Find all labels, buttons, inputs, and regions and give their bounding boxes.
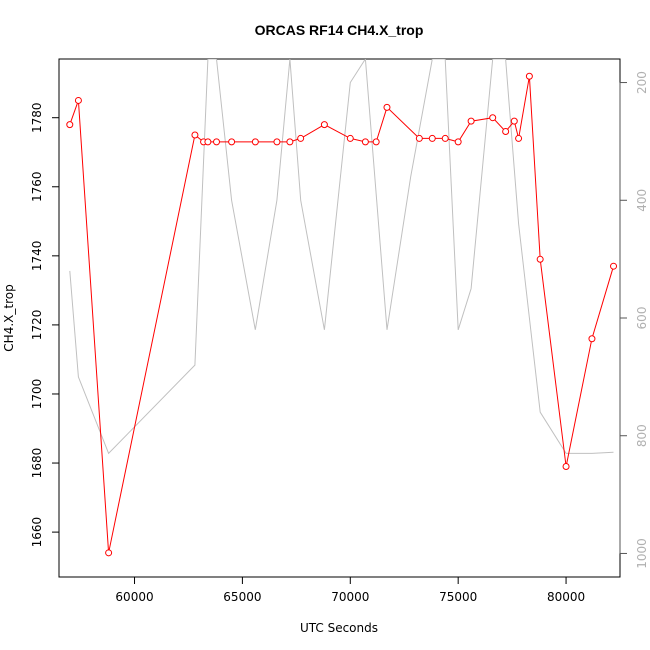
- data-point: [204, 138, 212, 146]
- data-point: [525, 72, 533, 80]
- data-point: [588, 335, 596, 343]
- data-point: [562, 462, 570, 470]
- x-tick-label: 60000: [115, 590, 153, 604]
- y2-tick-label: 1000: [635, 538, 649, 569]
- data-point: [66, 121, 74, 129]
- primary-series-group: [66, 72, 618, 557]
- chart-title: ORCAS RF14 CH4.X_trop: [255, 22, 424, 38]
- data-point: [361, 138, 369, 146]
- y-tick-label: 1700: [30, 379, 44, 410]
- y2-tick-label: 800: [635, 424, 649, 447]
- x-tick-label: 70000: [331, 590, 369, 604]
- data-point: [228, 138, 236, 146]
- data-point: [610, 262, 618, 270]
- data-point: [415, 134, 423, 142]
- data-point: [74, 96, 82, 104]
- secondary-series-line: [69, 59, 614, 455]
- data-point: [510, 117, 518, 125]
- y-tick-label: 1780: [30, 102, 44, 133]
- y-axis-label: CH4.X_trop: [2, 284, 16, 351]
- data-point: [286, 138, 294, 146]
- x-axis-label: UTC Seconds: [300, 621, 378, 635]
- data-point: [467, 117, 475, 125]
- data-point: [372, 138, 380, 146]
- y2-tick-label: 200: [635, 71, 649, 94]
- data-point: [489, 114, 497, 122]
- data-point: [105, 549, 113, 557]
- data-point: [213, 138, 221, 146]
- data-point: [441, 134, 449, 142]
- data-point: [273, 138, 281, 146]
- data-point: [502, 128, 510, 136]
- data-point: [454, 138, 462, 146]
- data-point: [191, 131, 199, 139]
- y2-tick-label: 400: [635, 189, 649, 212]
- data-point: [346, 134, 354, 142]
- data-point: [297, 134, 305, 142]
- plot-frame: [58, 58, 621, 578]
- data-point: [515, 134, 523, 142]
- x-tick-label: 65000: [223, 590, 261, 604]
- primary-series-line: [69, 76, 614, 553]
- y2-tick-label: 600: [635, 307, 649, 330]
- secondary-series-group: [69, 59, 614, 455]
- data-point: [383, 103, 391, 111]
- x-tick-label: 80000: [547, 590, 585, 604]
- y-tick-label: 1680: [30, 448, 44, 479]
- data-point: [320, 121, 328, 129]
- data-point: [428, 134, 436, 142]
- data-point: [536, 255, 544, 263]
- y-tick-label: 1720: [30, 310, 44, 341]
- y-tick-label: 1740: [30, 241, 44, 272]
- y-tick-label: 1660: [30, 517, 44, 548]
- axes-group: 60000 65000 70000 75000 80000 1660 1680 1700 172…: [30, 71, 649, 604]
- y-tick-label: 1760: [30, 171, 44, 202]
- data-point: [251, 138, 259, 146]
- x-tick-label: 75000: [439, 590, 477, 604]
